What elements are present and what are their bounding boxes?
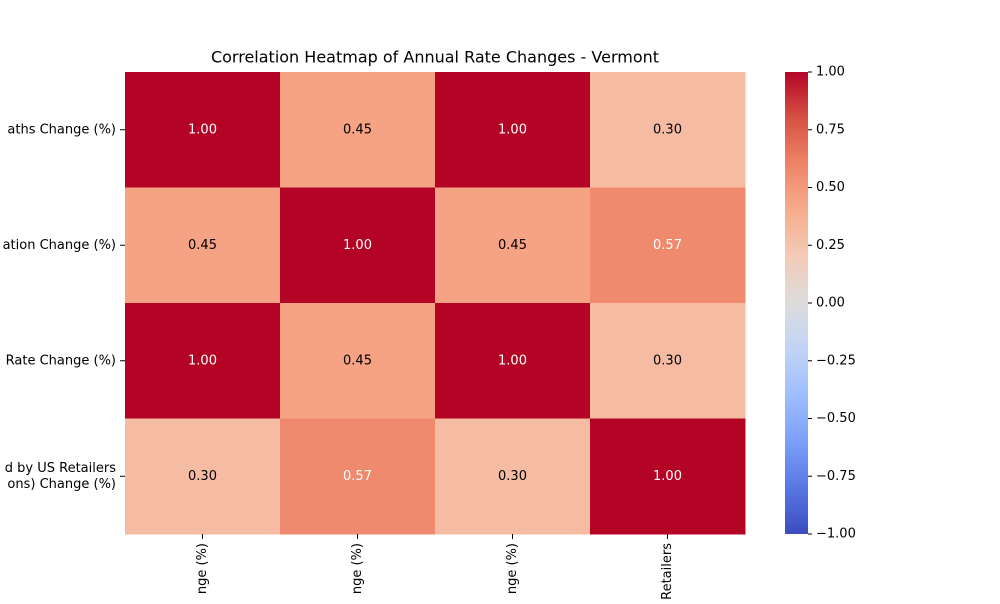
colorbar-tick-label: −0.75: [816, 469, 856, 484]
cell-label: 1.00: [498, 353, 527, 368]
heatmap-cell: [125, 303, 281, 419]
cell-label: 0.45: [188, 238, 217, 253]
cell-label: 0.30: [653, 353, 682, 368]
heatmap-cell: [280, 418, 436, 535]
heatmap-cell: [125, 187, 281, 304]
chart-title: Correlation Heatmap of Annual Rate Chang…: [211, 48, 659, 67]
heatmap-cell: [125, 418, 281, 535]
y-tick-label: d by US Retailers: [5, 461, 116, 476]
heatmap-cell: [280, 187, 436, 304]
y-tick-label: Rate Change (%): [6, 353, 116, 368]
cell-label: 0.45: [498, 238, 527, 253]
colorbar-tick-label: −1.00: [816, 527, 856, 542]
colorbar-tick-label: 0.75: [816, 122, 845, 137]
heatmap-cell: [435, 418, 591, 535]
colorbar-tick-label: 0.50: [816, 180, 845, 195]
colorbar: [785, 72, 808, 534]
x-tick-label: nge (%): [195, 543, 210, 594]
colorbar-tick-label: 1.00: [816, 65, 845, 80]
heatmap-cell: [280, 303, 436, 419]
heatmap-cell: [435, 303, 591, 419]
heatmap-cell: [590, 303, 746, 419]
heatmap-cell: [125, 72, 281, 188]
y-tick-label: ons) Change (%): [7, 477, 116, 492]
cell-label: 1.00: [188, 122, 217, 137]
x-tick-label: nge (%): [505, 543, 520, 594]
heatmap-cell: [590, 418, 746, 535]
heatmap-cell: [435, 72, 591, 188]
cell-label: 0.45: [343, 122, 372, 137]
cell-label: 1.00: [498, 122, 527, 137]
cell-label: 0.30: [498, 469, 527, 484]
heatmap-cell: [280, 72, 436, 188]
colorbar-tick-label: −0.50: [816, 411, 856, 426]
cell-label: 0.57: [343, 469, 372, 484]
heatmap-cell: [590, 187, 746, 304]
colorbar-tick-label: 0.00: [816, 296, 845, 311]
x-tick-label: Retailers: [660, 543, 675, 600]
cell-label: 0.45: [343, 353, 372, 368]
cell-label: 0.57: [653, 238, 682, 253]
x-tick-label: nge (%): [350, 543, 365, 594]
cell-label: 0.30: [653, 122, 682, 137]
colorbar-tick-label: −0.25: [816, 353, 856, 368]
y-tick-label: ation Change (%): [3, 238, 116, 253]
cell-label: 0.30: [188, 469, 217, 484]
cell-label: 1.00: [343, 238, 372, 253]
heatmap-cell: [590, 72, 746, 188]
heatmap-cell: [435, 187, 591, 304]
colorbar-tick-label: 0.25: [816, 238, 845, 253]
cell-label: 1.00: [653, 469, 682, 484]
y-tick-label: aths Change (%): [7, 122, 116, 137]
cell-label: 1.00: [188, 353, 217, 368]
